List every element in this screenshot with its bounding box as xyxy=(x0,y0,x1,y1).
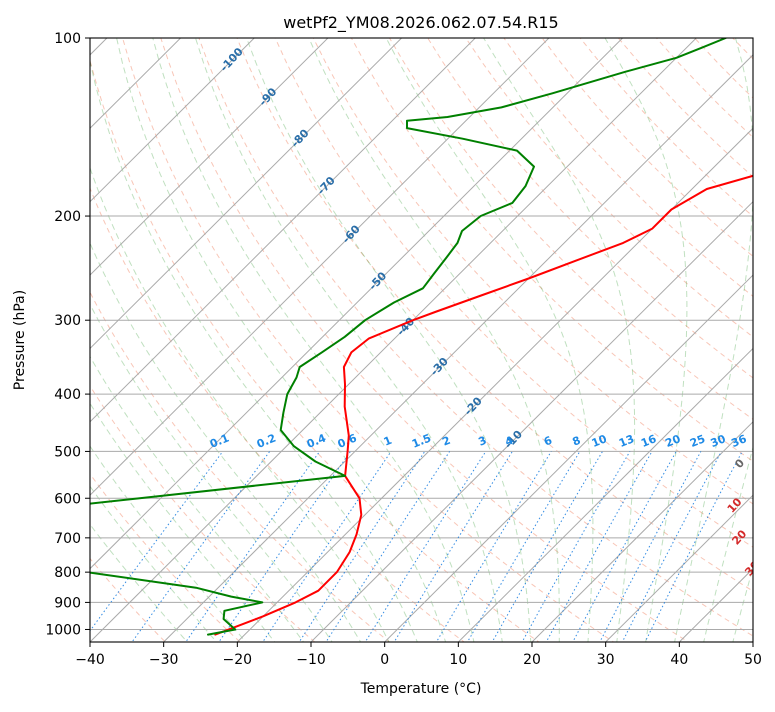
mixing-ratio-label: 8 xyxy=(571,434,583,449)
mixing-ratio-label: 1 xyxy=(382,434,394,449)
mixing-ratio-line xyxy=(521,451,631,642)
isotherm-line xyxy=(90,38,182,129)
mixing-ratio-line xyxy=(466,451,581,642)
isotherm-line xyxy=(90,38,403,350)
mixing-ratio-line xyxy=(572,451,677,642)
plot-frame xyxy=(89,37,754,643)
mixing-ratio-label: 10 xyxy=(590,432,609,450)
mixing-ratio-label: 36 xyxy=(729,432,748,450)
x-tick-label: −20 xyxy=(223,652,253,668)
y-tick-label: 300 xyxy=(54,313,81,329)
y-tick-label: 400 xyxy=(54,387,81,403)
moist-adiabat xyxy=(732,565,753,642)
dry-adiabat xyxy=(90,291,391,642)
mixing-ratio-line xyxy=(545,451,653,642)
moist-adiabat xyxy=(90,303,333,642)
dry-adiabat xyxy=(198,38,753,637)
mixing-ratio-label: 16 xyxy=(639,432,658,450)
mixing-ratio-label: 25 xyxy=(688,432,707,450)
isotherm-line xyxy=(310,200,753,642)
x-tick-label: 10 xyxy=(449,652,467,668)
y-axis-label: Pressure (hPa) xyxy=(12,290,28,390)
dry-adiabat xyxy=(122,38,615,642)
x-tick-label: −10 xyxy=(296,652,326,668)
x-tick-label: 40 xyxy=(670,652,688,668)
y-tick-label: 700 xyxy=(54,531,81,547)
x-tick-label: −30 xyxy=(149,652,179,668)
moist-adiabat-label: 30 xyxy=(742,558,762,578)
isotherm-line xyxy=(90,38,476,423)
isotherm-line xyxy=(236,127,753,642)
mixing-ratio-line xyxy=(325,451,451,642)
isotherm-line xyxy=(90,38,624,570)
dry-adiabat xyxy=(90,385,316,642)
isotherm-line xyxy=(457,347,753,642)
chart-title: wetPf2_YM08.2026.062.07.54.R15 xyxy=(283,13,558,33)
dry-adiabat xyxy=(90,58,540,642)
x-tick-label: 50 xyxy=(744,652,762,668)
mixing-ratio-line xyxy=(262,451,392,642)
mixing-ratio-line xyxy=(90,451,224,632)
y-tick-label: 500 xyxy=(54,444,81,460)
y-tick-label: 200 xyxy=(54,209,81,225)
mixing-ratio-line xyxy=(364,451,487,642)
mixing-ratio-label: 2 xyxy=(440,434,452,449)
mixing-ratio-line xyxy=(435,451,552,642)
moist-adiabat xyxy=(246,38,532,642)
mixing-ratio-label: 3 xyxy=(477,434,489,449)
mixing-ratio-line xyxy=(131,451,271,642)
temperature-trace xyxy=(214,174,753,636)
x-tick-label: −40 xyxy=(75,652,105,668)
mixing-ratio-line xyxy=(393,451,513,642)
dry-adiabat xyxy=(350,38,753,462)
x-tick-label: 20 xyxy=(523,652,541,668)
mixing-ratio-line xyxy=(298,451,426,642)
moist-adiabat xyxy=(152,38,475,642)
isotherm-line xyxy=(90,38,697,642)
moist-adiabat xyxy=(483,38,636,642)
moist-adiabat xyxy=(90,523,188,642)
isotherm-line xyxy=(90,38,550,496)
y-tick-label: 900 xyxy=(54,595,81,611)
y-tick-label: 1000 xyxy=(45,622,81,638)
isotherm-line xyxy=(531,421,753,642)
isotherm-line xyxy=(90,38,255,203)
moist-adiabat xyxy=(674,38,753,642)
moist-adiabat xyxy=(604,38,688,642)
mixing-ratio-line xyxy=(218,451,351,642)
mixing-ratio-label: 20 xyxy=(663,432,682,450)
moist-adiabat xyxy=(90,166,390,642)
moist-adiabat xyxy=(308,38,560,642)
dry-adiabat xyxy=(465,38,753,338)
y-tick-label: 100 xyxy=(54,31,81,47)
isotherm-line xyxy=(90,38,329,276)
mixing-ratio-line xyxy=(599,451,702,642)
isotherm-line xyxy=(162,54,753,642)
x-tick-label: 30 xyxy=(597,652,615,668)
isotherm-line xyxy=(383,274,753,642)
dry-adiabat xyxy=(160,38,690,642)
mixing-ratio-label: 30 xyxy=(709,432,728,450)
y-tick-label: 800 xyxy=(54,565,81,581)
moist-adiabat xyxy=(90,355,305,642)
dewpoint-trace xyxy=(90,38,727,636)
x-axis-label: Temperature (°C) xyxy=(360,681,482,697)
isotherm-line xyxy=(604,494,753,642)
x-tick-label: 0 xyxy=(380,652,389,668)
mixing-ratio-label: 13 xyxy=(617,432,636,450)
dry-adiabat xyxy=(236,38,753,592)
y-tick-label: 600 xyxy=(54,491,81,507)
